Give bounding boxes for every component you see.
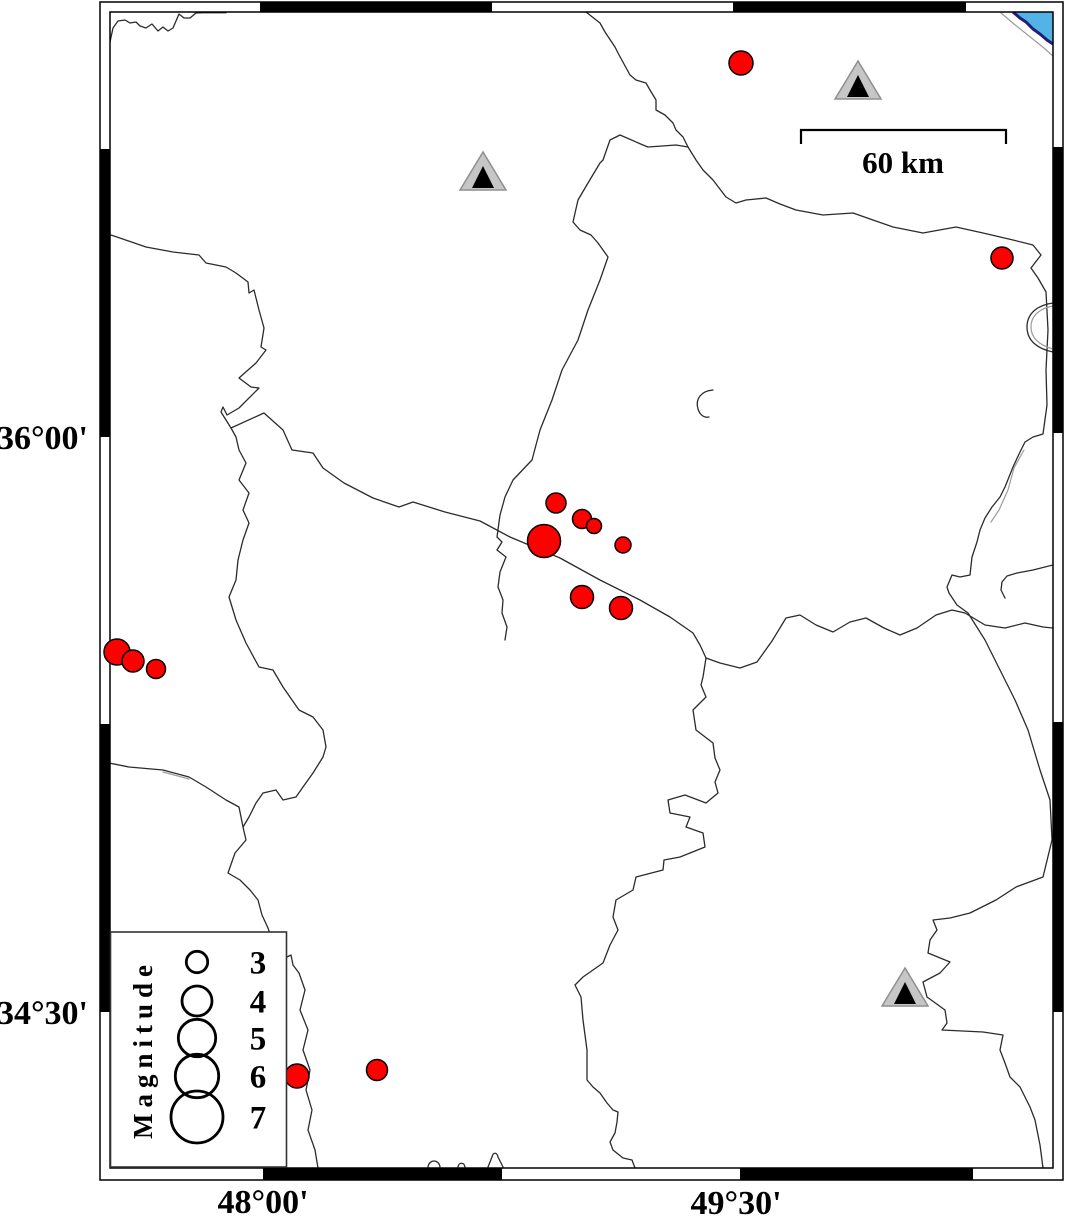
earthquake-marker [569, 584, 595, 610]
frame-tick-top-1 [260, 2, 492, 12]
gray-line-east-shadow [990, 449, 1025, 523]
legend-circle-mag-6 [173, 1052, 221, 1100]
earthquake-marker [728, 50, 754, 76]
scale-bar: 60 km [799, 128, 1008, 180]
earthquake-marker [284, 1063, 310, 1089]
right-lobe-inner-outline [1030, 305, 1053, 350]
earthquake-marker [121, 649, 145, 673]
legend-circle-mag-5 [176, 1017, 218, 1059]
lon-label-49-30: 49°30' [690, 1185, 781, 1217]
earthquakes-layer [103, 50, 1014, 1089]
gray-line-near-lake [1000, 12, 1053, 57]
border-southwest-branch [227, 427, 327, 1168]
legend-value-mag-3: 3 [250, 946, 267, 982]
map-borders-layer [110, 12, 1053, 1168]
earthquake-marker [545, 492, 567, 514]
lake-shoreline [1012, 12, 1053, 46]
legend-circle-mag-3 [184, 949, 210, 975]
border-north-central [585, 12, 689, 148]
legend-box [109, 931, 288, 1168]
earthquake-marker [365, 1058, 389, 1082]
earthquake-marker [526, 523, 562, 559]
frame-tick-bottom-2 [740, 1168, 973, 1180]
legend-value-mag-5: 5 [250, 1022, 267, 1058]
border-right-spur [1000, 564, 1053, 599]
frame-tick-bottom-1 [263, 1168, 502, 1180]
legend-circle-mag-4 [180, 984, 214, 1018]
border-west-to-east [110, 234, 1053, 669]
frame-tick-left-1 [100, 149, 110, 437]
scale-bar-label: 60 km [862, 145, 944, 180]
coastline-top-left [110, 12, 227, 43]
stations-layer [458, 59, 930, 1007]
frame-outer-rect [99, 1, 1064, 1181]
lat-label-34-30: 34°30' [0, 995, 88, 1032]
gray-line-left-spur [162, 771, 190, 780]
border-central-vertical [574, 657, 721, 1168]
station-triangle-inner-icon [472, 166, 494, 188]
legend-value-mag-6: 6 [250, 1060, 267, 1096]
frame-tick-right-2 [1053, 722, 1063, 1012]
border-central-descent [496, 134, 689, 641]
bottom-frame-bumps [427, 1152, 504, 1168]
frame-inner-rect [109, 11, 1054, 1169]
legend-circle-mag-7 [169, 1089, 225, 1145]
frame-tick-top-2 [733, 2, 966, 12]
station-triangle-inner-icon [847, 75, 869, 97]
earthquake-marker [614, 536, 632, 554]
legend-title: Magnitude [128, 959, 158, 1139]
earthquake-marker [585, 517, 603, 535]
station-triangle-inner-icon [894, 982, 916, 1004]
lat-label-36-00: 36°00' [0, 420, 88, 457]
border-east-long [687, 146, 1053, 1168]
frame-tick-left-2 [100, 724, 110, 1012]
small-lake-outline [696, 389, 714, 418]
lon-label-48-00: 48°00' [217, 1184, 308, 1217]
right-lobe-outline [1026, 302, 1053, 353]
earthquake-marker [145, 658, 167, 680]
map-frame [99, 1, 1064, 1181]
border-left-spur [110, 762, 244, 828]
legend-value-mag-7: 7 [250, 1101, 267, 1137]
legend-value-mag-4: 4 [250, 985, 267, 1021]
scale-bar-line [799, 128, 1008, 144]
earthquake-marker [608, 595, 634, 621]
earthquake-marker [990, 246, 1014, 270]
frame-tick-right-1 [1053, 147, 1063, 433]
